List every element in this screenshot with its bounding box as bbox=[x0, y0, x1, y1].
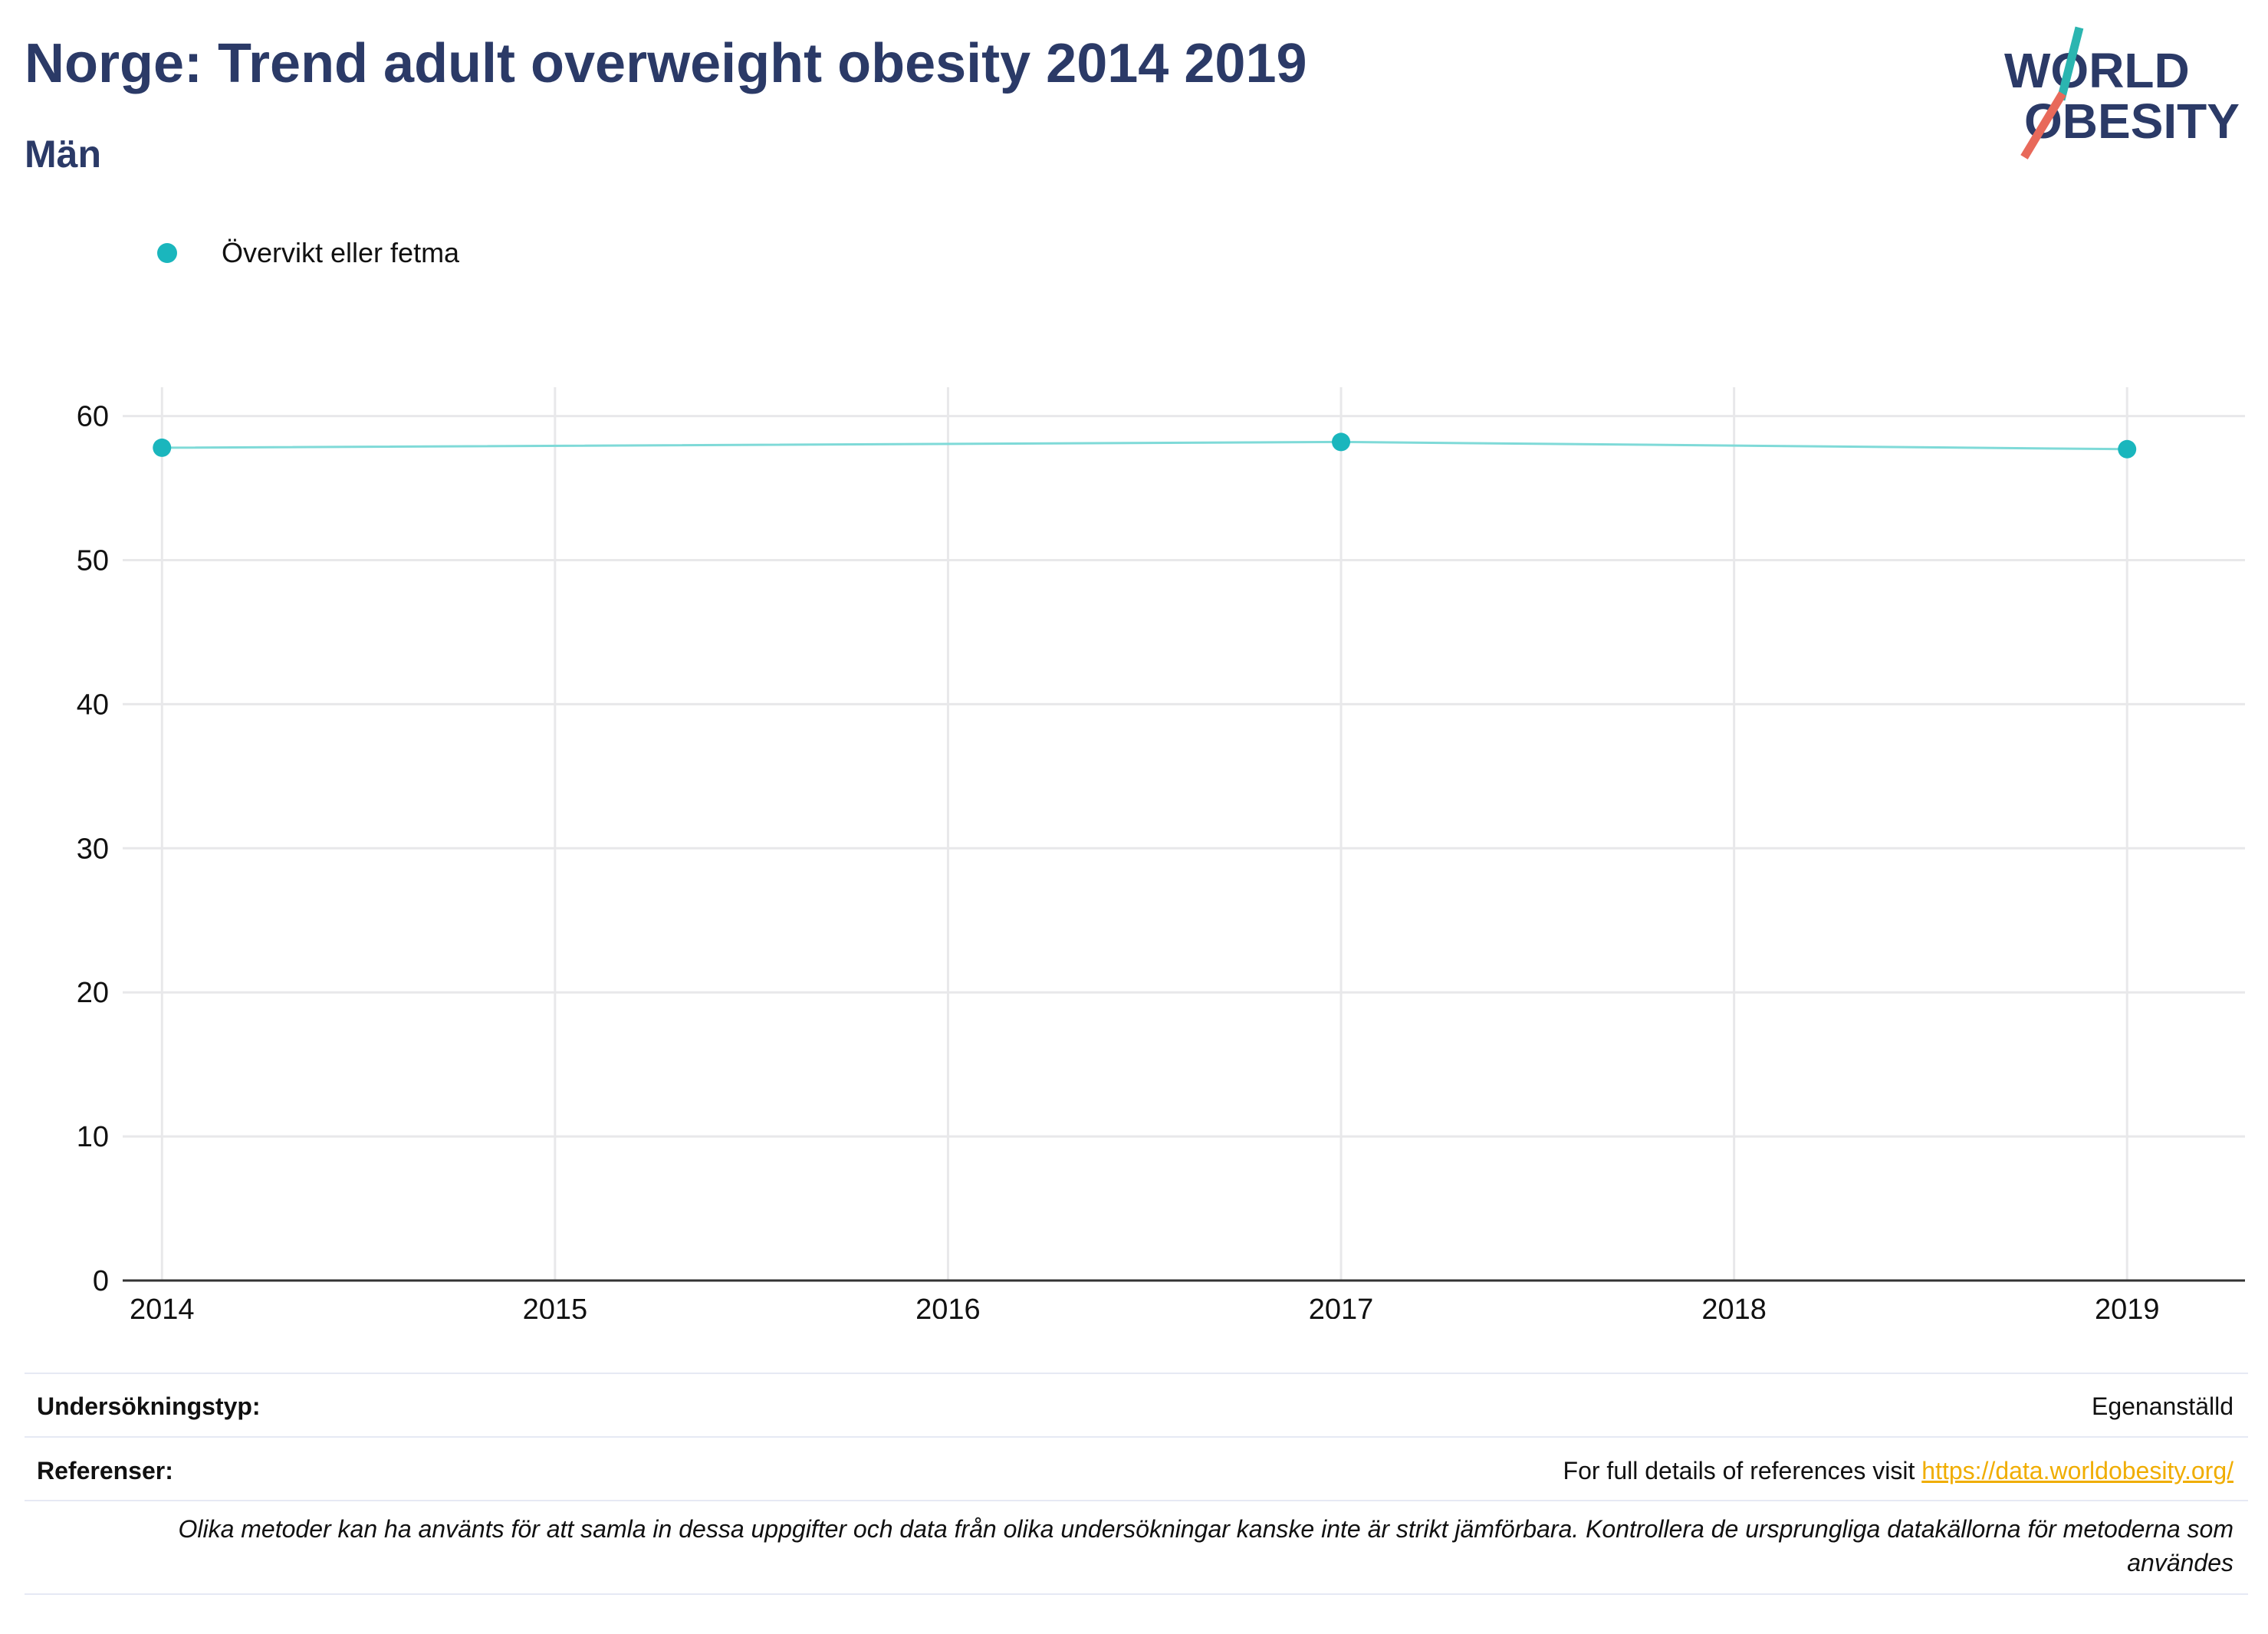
legend-label: Övervikt eller fetma bbox=[222, 237, 460, 268]
references-text: For full details of references visit bbox=[1563, 1457, 1922, 1484]
footer-divider bbox=[25, 1436, 2248, 1438]
logo-slash-bottom bbox=[2020, 91, 2066, 159]
chart-title: Norge: Trend adult overweight obesity 20… bbox=[25, 33, 1307, 94]
legend-marker bbox=[157, 243, 177, 263]
y-tick-label: 60 bbox=[77, 401, 109, 433]
logo-line1: WORLD bbox=[2004, 43, 2190, 98]
footer-divider bbox=[25, 1500, 2248, 1501]
references-link[interactable]: https://data.worldobesity.org/ bbox=[1921, 1457, 2233, 1484]
world-obesity-logo: WORLD OBESITY bbox=[2004, 26, 2240, 159]
survey-type-value: Egenanställd bbox=[2091, 1392, 2233, 1420]
references-value: For full details of references visit htt… bbox=[1563, 1457, 2233, 1485]
footer-divider bbox=[25, 1593, 2248, 1595]
footer-divider bbox=[25, 1373, 2248, 1374]
series-line bbox=[162, 440, 2128, 451]
x-tick-label: 2014 bbox=[130, 1294, 195, 1319]
line-chart: 0 10 20 30 40 50 60 2014 2015 2016 2017 2018 2019 bbox=[77, 387, 2245, 1319]
x-tick-label: 2017 bbox=[1309, 1294, 1374, 1319]
logo-slash-top bbox=[2056, 26, 2084, 101]
methodology-note: Olika metoder kan ha använts för att sam… bbox=[178, 1515, 2233, 1576]
x-tick-label: 2016 bbox=[915, 1294, 981, 1319]
chart-subtitle: Män bbox=[25, 133, 101, 176]
references-label: Referenser: bbox=[37, 1457, 173, 1484]
y-tick-label: 40 bbox=[77, 689, 109, 721]
x-tick-label: 2018 bbox=[1701, 1294, 1767, 1319]
survey-type-label: Undersökningstyp: bbox=[37, 1392, 261, 1420]
data-point bbox=[2118, 439, 2137, 459]
data-point bbox=[1332, 432, 1351, 452]
x-tick-label: 2015 bbox=[523, 1294, 588, 1319]
x-tick-label: 2019 bbox=[2095, 1294, 2160, 1319]
legend: Övervikt eller fetma bbox=[157, 230, 459, 276]
data-point bbox=[153, 438, 172, 457]
y-tick-label: 30 bbox=[77, 833, 109, 865]
y-tick-label: 10 bbox=[77, 1121, 109, 1153]
y-tick-label: 20 bbox=[77, 977, 109, 1009]
y-tick-label: 0 bbox=[93, 1265, 109, 1297]
y-tick-label: 50 bbox=[77, 544, 109, 577]
